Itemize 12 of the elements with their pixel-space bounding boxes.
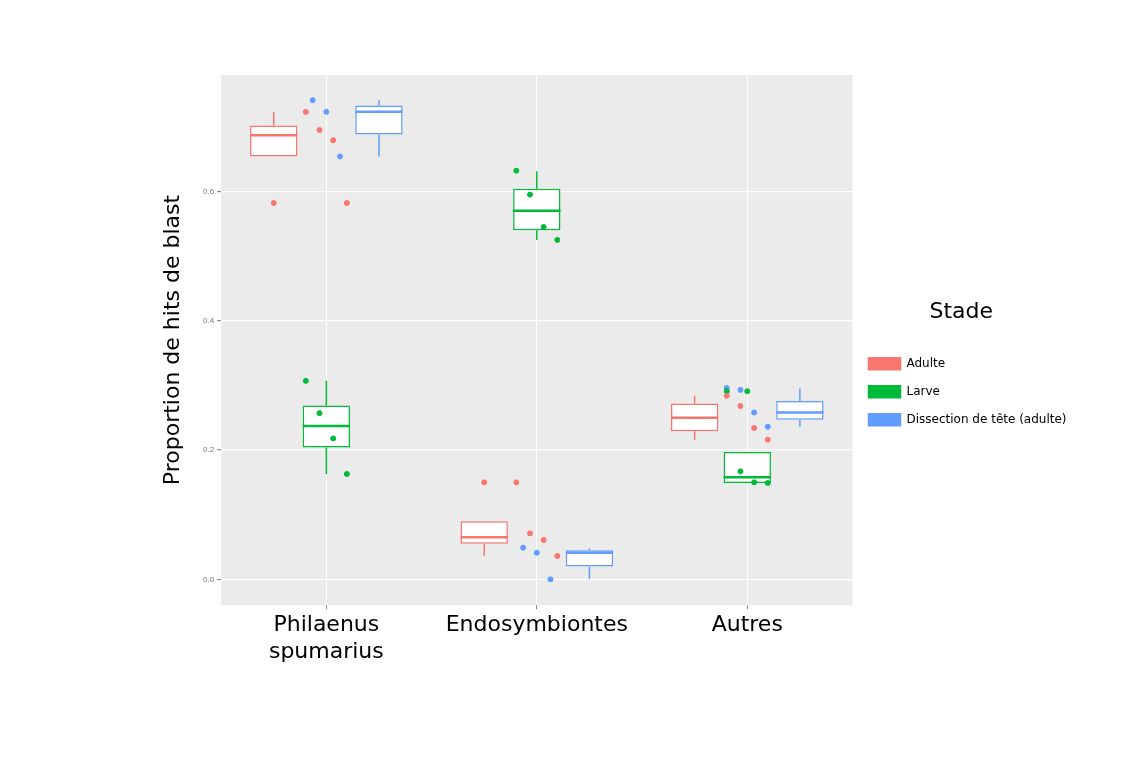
legend-label: Dissection de tête (adulte) [906, 411, 1067, 426]
y-tick-label: 0.0 [203, 574, 215, 584]
legend-label: Larve [906, 383, 940, 398]
x-tick-label: Philaenus spumarius [268, 611, 384, 663]
legend-label: Adulte [906, 355, 946, 370]
y-axis-title: Proportion de hits de blast [158, 194, 184, 486]
y-tick-label: 0.6 [203, 186, 215, 196]
x-tick-label: Endosymbiontes [445, 611, 628, 637]
y-tick-label: 0.4 [203, 315, 215, 325]
legend-title: Stade [929, 298, 994, 324]
y-tick-label: 0.2 [203, 445, 215, 455]
x-tick-label: Autres [711, 611, 783, 637]
